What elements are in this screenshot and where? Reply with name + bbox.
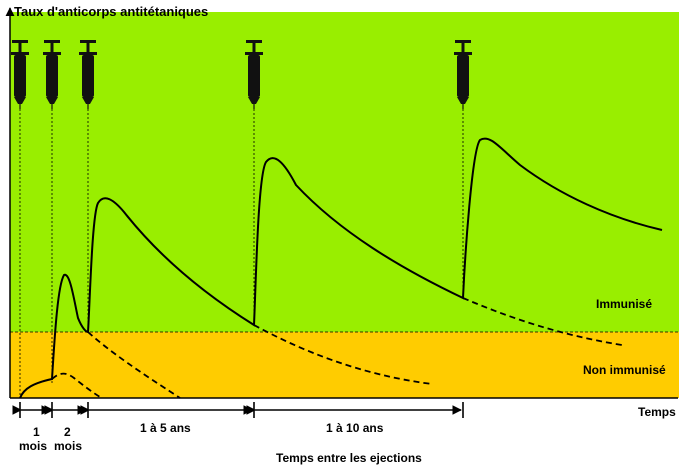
immune-zone	[10, 12, 679, 332]
non-immune-zone-label: Non immunisé	[583, 363, 666, 377]
diagram-title: Taux d'anticorps antitétaniques	[14, 4, 208, 19]
interval-2-number: 2	[64, 425, 71, 439]
interval-4-label: 1 à 10 ans	[326, 421, 384, 435]
interval-arrows	[12, 402, 464, 418]
non-immune-zone	[10, 332, 679, 398]
immune-zone-label: Immunisé	[596, 297, 652, 311]
antibody-curve	[19, 137, 663, 399]
decay-tails	[51, 297, 623, 399]
x-axis-label: Temps	[638, 405, 676, 419]
interval-1-number: 1	[33, 425, 40, 439]
injection-guides	[19, 105, 464, 398]
bottom-caption: Temps entre les ejections	[276, 451, 422, 465]
interval-1-unit: mois	[19, 439, 47, 453]
interval-3-label: 1 à 5 ans	[140, 421, 191, 435]
interval-2-unit: mois	[54, 439, 82, 453]
